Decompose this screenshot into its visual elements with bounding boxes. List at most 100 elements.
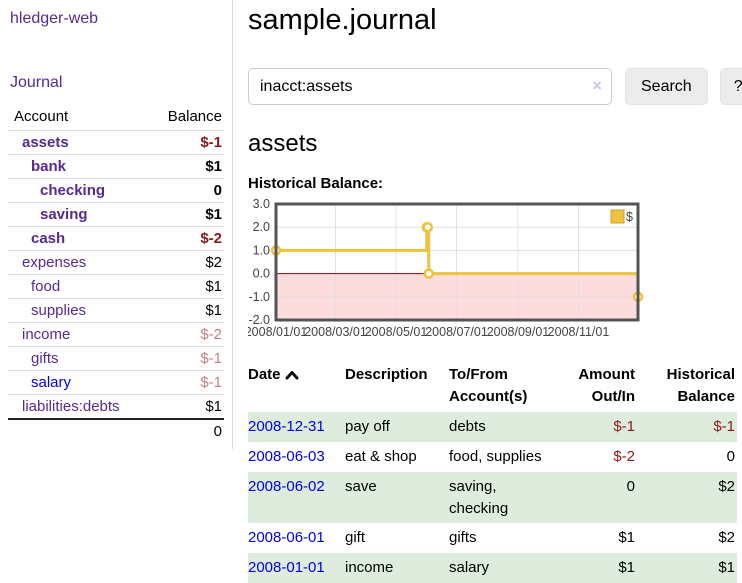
account-balance: $1 xyxy=(205,302,222,319)
account-heading: assets xyxy=(248,130,318,158)
account-row: food $1 xyxy=(8,274,224,299)
svg-text:2008/09/01: 2008/09/01 xyxy=(487,325,550,339)
transaction-date-link[interactable]: 2008-01-01 xyxy=(248,559,325,577)
accounts-total-spacer xyxy=(8,418,148,443)
transaction-amount: $1 xyxy=(618,529,635,547)
account-link[interactable]: income xyxy=(22,326,71,343)
accounts-total-value: 0 xyxy=(147,418,224,443)
account-link[interactable]: bank xyxy=(31,158,67,175)
sort-ascending-icon xyxy=(285,365,299,387)
svg-text:2.0: 2.0 xyxy=(253,220,270,234)
account-row: gifts $-1 xyxy=(8,346,224,371)
account-balance: $1 xyxy=(205,206,222,223)
account-link[interactable]: salary xyxy=(31,374,72,391)
chart-label: Historical Balance: xyxy=(248,174,384,192)
transaction-row: 2008-06-03 eat & shop food, supplies $-2 0 xyxy=(248,442,737,472)
column-header-amount: Amount Out/In xyxy=(578,365,635,405)
search-button[interactable]: Search xyxy=(625,68,708,106)
account-row: liabilities:debts $1 xyxy=(8,394,224,420)
svg-text:3.0: 3.0 xyxy=(253,199,270,211)
account-balance: $-1 xyxy=(200,350,222,367)
column-header-date-label: Date xyxy=(248,365,281,383)
app-title-link[interactable]: hledger-web xyxy=(10,10,99,27)
svg-text:1.0: 1.0 xyxy=(253,243,270,257)
svg-text:-2.0: -2.0 xyxy=(248,313,270,327)
transaction-amount: $1 xyxy=(618,559,635,577)
account-row: checking 0 xyxy=(8,178,224,203)
transaction-row: 2008-12-31 pay off debts $-1 $-1 xyxy=(248,412,737,443)
transaction-balance: $-1 xyxy=(713,418,735,436)
transaction-accounts: debts xyxy=(449,418,486,436)
column-header-description: Description xyxy=(345,365,428,383)
account-row: assets $-1 xyxy=(8,130,224,155)
column-header-date[interactable]: Date xyxy=(248,360,345,413)
transaction-description: eat & shop xyxy=(345,448,417,466)
account-link[interactable]: saving xyxy=(40,206,88,223)
transaction-row: 2008-06-01 gift gifts $1 $2 xyxy=(248,523,737,553)
svg-text:-1.0: -1.0 xyxy=(248,290,270,304)
account-balance: $-1 xyxy=(200,134,222,151)
svg-text:2008/11/01: 2008/11/01 xyxy=(548,325,610,339)
transaction-amount: $-1 xyxy=(613,418,635,436)
account-balance: 0 xyxy=(213,182,222,199)
account-row: bank $1 xyxy=(8,154,224,179)
transaction-accounts: salary xyxy=(449,559,490,577)
transaction-amount: 0 xyxy=(626,477,635,495)
account-row: expenses $2 xyxy=(8,250,224,275)
account-row: income $-2 xyxy=(8,322,224,347)
transaction-date-link[interactable]: 2008-06-03 xyxy=(248,448,325,466)
svg-text:2008/01/01: 2008/01/01 xyxy=(248,325,307,339)
accounts-header-balance: Balance xyxy=(167,108,222,125)
account-link[interactable]: food xyxy=(31,278,61,295)
transaction-accounts: saving, checking xyxy=(449,477,509,517)
search-input-wrap: × xyxy=(248,68,612,106)
transaction-date-link[interactable]: 2008-06-01 xyxy=(248,529,325,547)
account-balance: $1 xyxy=(205,398,222,415)
search-input[interactable] xyxy=(248,68,612,106)
account-link[interactable]: cash xyxy=(31,230,66,247)
svg-text:$: $ xyxy=(626,210,633,224)
account-link[interactable]: checking xyxy=(40,182,106,199)
account-row: saving $1 xyxy=(8,202,224,227)
column-header-accounts: To/From Account(s) xyxy=(449,365,528,405)
transaction-description: save xyxy=(345,477,377,495)
transaction-description: pay off xyxy=(345,418,390,436)
svg-text:2008/05/01: 2008/05/01 xyxy=(365,325,428,339)
svg-text:0.0: 0.0 xyxy=(253,267,270,281)
transaction-balance: $2 xyxy=(718,477,735,495)
account-row: cash $-2 xyxy=(8,226,224,251)
sidebar-item-journal[interactable]: Journal xyxy=(10,74,63,91)
sidebar: hledger-web Journal Account Balance asse… xyxy=(0,0,233,449)
transaction-accounts: gifts xyxy=(449,529,477,547)
transaction-balance: $2 xyxy=(718,529,735,547)
transaction-balance: 0 xyxy=(726,448,735,466)
account-row: supplies $1 xyxy=(8,298,224,323)
transaction-amount: $-2 xyxy=(613,448,635,466)
transaction-date-link[interactable]: 2008-06-02 xyxy=(248,477,325,495)
account-balance: $2 xyxy=(205,254,222,271)
account-link[interactable]: assets xyxy=(22,134,69,151)
transaction-row: 2008-01-01 income salary $1 $1 xyxy=(248,553,737,583)
transaction-date-link[interactable]: 2008-12-31 xyxy=(248,418,325,436)
account-balance: $-2 xyxy=(200,230,222,247)
help-button[interactable]: ? xyxy=(719,68,742,106)
account-balance: $-1 xyxy=(200,374,222,391)
accounts-header-row: Account Balance xyxy=(8,105,224,131)
account-balance: $-2 xyxy=(200,326,222,343)
account-link[interactable]: supplies xyxy=(31,302,87,319)
accounts-total-row: 0 xyxy=(8,418,224,443)
account-link[interactable]: expenses xyxy=(22,254,87,271)
clear-search-icon[interactable]: × xyxy=(592,76,602,96)
accounts-header-account: Account xyxy=(14,108,69,125)
transaction-description: income xyxy=(345,559,394,577)
search-bar: × Search ? xyxy=(248,68,742,106)
account-balance: $1 xyxy=(205,278,222,295)
account-row: salary $-1 xyxy=(8,370,224,395)
account-link[interactable]: gifts xyxy=(31,350,59,367)
svg-text:2008/07/01: 2008/07/01 xyxy=(425,325,488,339)
account-link[interactable]: liabilities:debts xyxy=(22,398,120,415)
historical-balance-chart: 3.0 2.0 1.0 0.0 -1.0 -2.0 2008/01/01 2008/03/01… xyxy=(248,199,742,345)
transaction-description: gift xyxy=(345,529,366,547)
accounts-table: Account Balance assets $-1 bank $1 checking 0… xyxy=(8,105,224,443)
